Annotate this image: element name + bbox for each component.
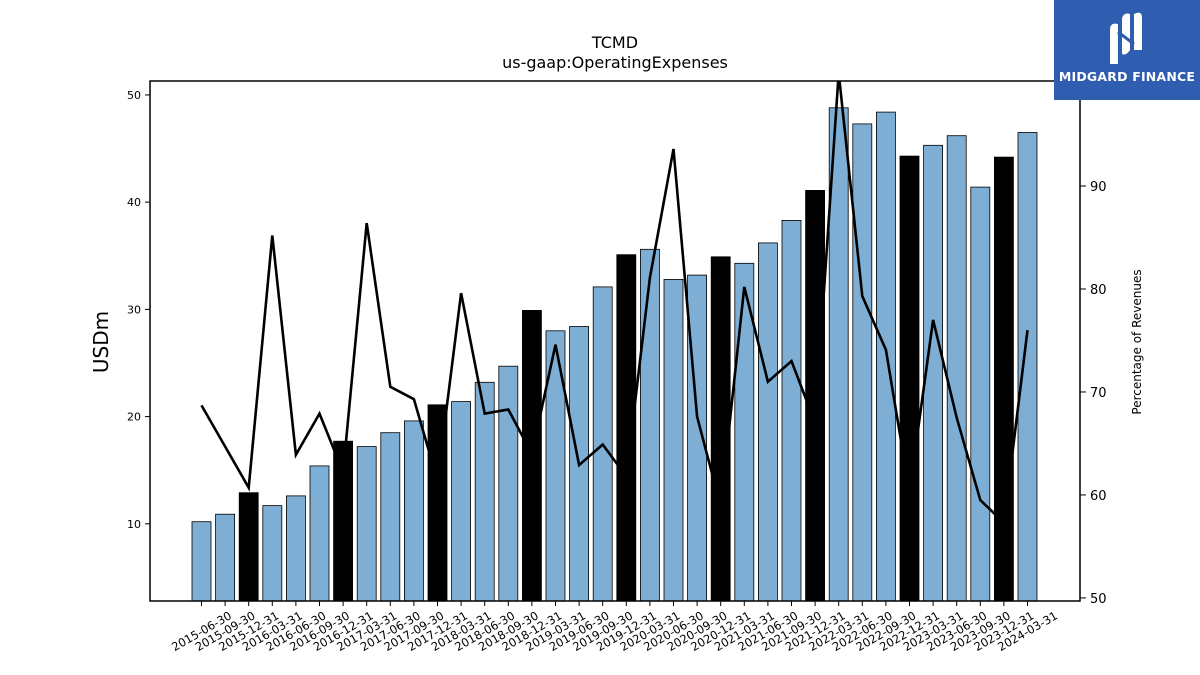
- revenue-percentage-line: [200, 81, 1029, 526]
- bar: [994, 156, 1014, 602]
- logo-text: MIDGARD FINANCE: [1058, 69, 1196, 84]
- chart-subtitle: us-gaap:OperatingExpenses: [502, 53, 728, 72]
- bar: [663, 278, 684, 602]
- bar: [309, 465, 330, 602]
- bar: [781, 219, 802, 602]
- line-layer: [200, 81, 1029, 526]
- logo-mark-icon: [1110, 12, 1142, 65]
- bar: [238, 492, 259, 602]
- bar: [451, 401, 472, 602]
- y2-axis-label: Percentage of Revenues: [1130, 269, 1144, 414]
- bar: [356, 446, 377, 602]
- axes-layer: 102030405050607080902015-06-302015-09-30…: [127, 80, 1107, 654]
- y-tick-label: 20: [127, 411, 141, 424]
- bar: [285, 495, 306, 602]
- y2-tick-label: 80: [1090, 283, 1107, 298]
- bar: [970, 186, 991, 602]
- y2-tick-label: 60: [1090, 489, 1107, 504]
- bar: [474, 381, 495, 602]
- y-tick-label: 50: [127, 89, 141, 102]
- bar: [380, 432, 401, 602]
- bar: [498, 365, 519, 602]
- y-axis-label: USDm: [89, 311, 113, 373]
- y2-tick-label: 50: [1090, 592, 1107, 607]
- bar: [403, 420, 424, 602]
- bars-layer: [191, 107, 1038, 602]
- bar: [805, 189, 825, 602]
- y-tick-label: 40: [127, 196, 141, 209]
- bar: [710, 256, 731, 602]
- bar: [640, 248, 660, 602]
- bar: [191, 521, 212, 602]
- y-tick-label: 10: [127, 518, 141, 531]
- y2-tick-label: 70: [1090, 386, 1107, 401]
- bar: [215, 513, 236, 602]
- brand-logo: MIDGARD FINANCE: [1054, 0, 1200, 100]
- chart-title: TCMD: [591, 33, 638, 52]
- y-tick-label: 30: [127, 303, 141, 316]
- bar: [758, 242, 778, 602]
- plot-frame: [149, 80, 1081, 602]
- bar: [852, 123, 873, 602]
- bar: [262, 505, 283, 602]
- y2-tick-label: 90: [1090, 180, 1107, 195]
- bar: [1017, 132, 1038, 602]
- bar: [946, 135, 967, 602]
- bar: [899, 155, 920, 602]
